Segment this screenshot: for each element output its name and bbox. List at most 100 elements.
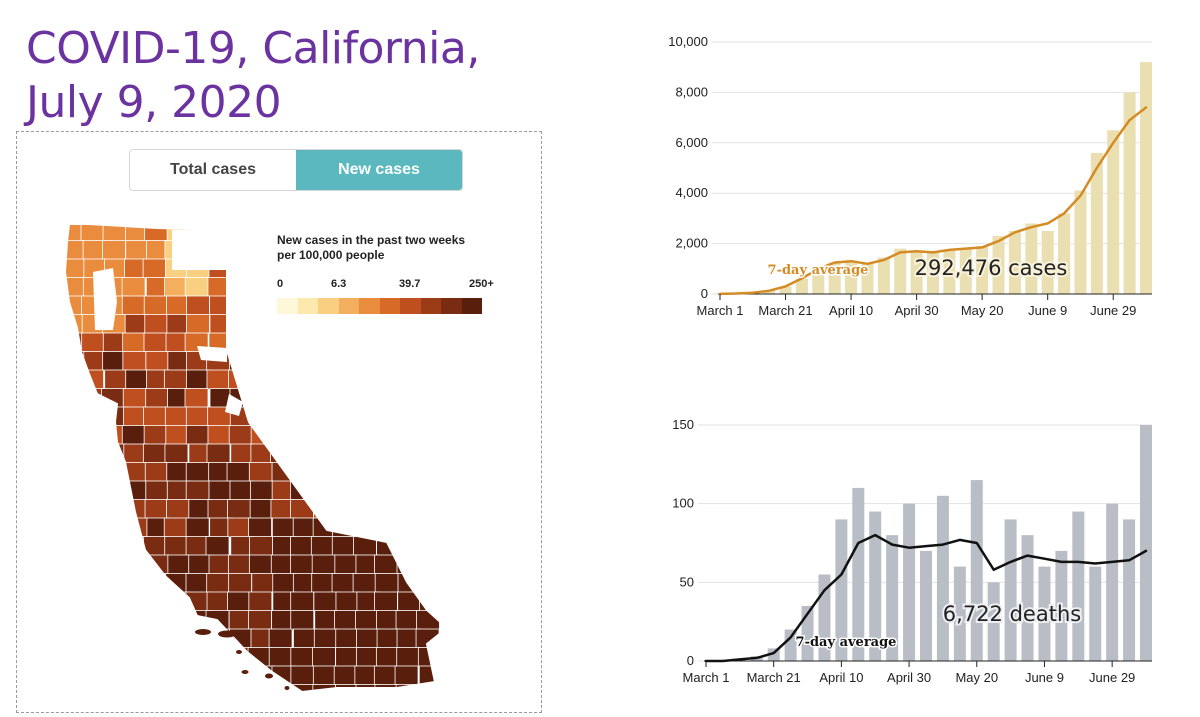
- county: [227, 591, 251, 612]
- daily-bar: [987, 582, 1000, 661]
- county: [416, 610, 440, 631]
- y-tick-label: 100: [672, 496, 694, 511]
- county: [81, 684, 106, 692]
- county: [144, 462, 169, 483]
- county: [290, 536, 314, 557]
- legend-title-line-1: New cases in the past two weeks: [277, 233, 466, 247]
- legend-swatch: [441, 298, 462, 314]
- county: [102, 573, 127, 594]
- county: [248, 462, 273, 483]
- county: [312, 665, 337, 686]
- county: [228, 369, 252, 390]
- county: [144, 224, 169, 242]
- county-no-data: [172, 230, 227, 270]
- x-tick-label: April 10: [819, 670, 863, 685]
- total-cases-tab[interactable]: Total cases: [130, 150, 296, 190]
- y-tick-label: 10,000: [668, 34, 708, 49]
- daily-bar: [1072, 511, 1085, 661]
- county: [81, 332, 106, 353]
- daily-bar: [852, 487, 865, 661]
- county: [188, 665, 212, 686]
- county: [397, 499, 422, 520]
- county: [164, 443, 189, 464]
- county: [80, 573, 105, 594]
- daily-bar: [903, 503, 916, 661]
- county: [416, 388, 441, 409]
- cases-chart: 0 2,000 4,000 6,000 8,000 10,000 March 1 March …: [668, 34, 1152, 318]
- county: [185, 591, 210, 612]
- county: [249, 406, 274, 427]
- state-outline: [63, 223, 449, 694]
- daily-bar: [1140, 62, 1152, 294]
- county: [65, 480, 83, 501]
- county: [82, 554, 107, 575]
- county: [186, 314, 210, 335]
- county: [292, 406, 317, 427]
- county: [164, 684, 189, 692]
- new-cases-tab[interactable]: New cases: [296, 150, 462, 190]
- county: [396, 554, 421, 575]
- county: [311, 573, 336, 594]
- county: [166, 665, 191, 686]
- county: [416, 536, 441, 557]
- county: [248, 277, 273, 298]
- daily-bar: [927, 252, 939, 294]
- county: [310, 443, 335, 464]
- county: [249, 684, 274, 692]
- y-tick-label: 4,000: [675, 185, 708, 200]
- daily-bar: [835, 519, 848, 661]
- county: [419, 591, 443, 612]
- county: [268, 647, 293, 668]
- channel-island: [218, 630, 236, 638]
- county: [185, 480, 210, 501]
- county: [65, 499, 83, 520]
- county: [142, 443, 167, 464]
- county: [80, 610, 105, 631]
- y-tick-label: 6,000: [675, 135, 708, 150]
- county: [65, 665, 83, 686]
- daily-bar: [784, 629, 797, 661]
- county: [166, 628, 191, 649]
- map-panel: Total cases New cases New cases in the p…: [16, 131, 542, 713]
- county: [250, 351, 275, 372]
- county: [418, 517, 442, 538]
- county: [165, 425, 190, 446]
- county: [418, 684, 443, 692]
- county: [80, 499, 105, 520]
- daily-bar: [910, 251, 923, 294]
- county: [333, 665, 358, 686]
- county: [418, 425, 443, 446]
- county: [101, 499, 126, 520]
- daily-bar: [1004, 519, 1017, 661]
- county: [292, 462, 317, 483]
- county: [122, 351, 147, 372]
- county: [353, 332, 378, 353]
- legend-tick: 0: [277, 278, 284, 290]
- county: [81, 406, 106, 427]
- county: [356, 628, 380, 649]
- daily-bar: [1074, 190, 1087, 294]
- daily-bar: [953, 566, 966, 661]
- county: [293, 684, 317, 692]
- county: [121, 425, 146, 446]
- county: [227, 314, 252, 335]
- county: [355, 647, 380, 668]
- county: [313, 591, 338, 612]
- county: [143, 684, 168, 692]
- county: [230, 258, 255, 279]
- county: [353, 517, 378, 538]
- county: [167, 647, 192, 668]
- county: [394, 665, 419, 686]
- county: [271, 462, 296, 483]
- county: [396, 647, 421, 668]
- county: [332, 406, 357, 427]
- legend-ticks: 0 6.3 39.7 250+: [277, 278, 507, 294]
- county: [312, 314, 337, 335]
- county: [83, 665, 108, 686]
- county: [251, 573, 276, 594]
- county: [396, 332, 421, 353]
- county: [249, 536, 274, 557]
- county: [121, 295, 146, 316]
- county: [375, 647, 400, 668]
- county: [313, 351, 337, 372]
